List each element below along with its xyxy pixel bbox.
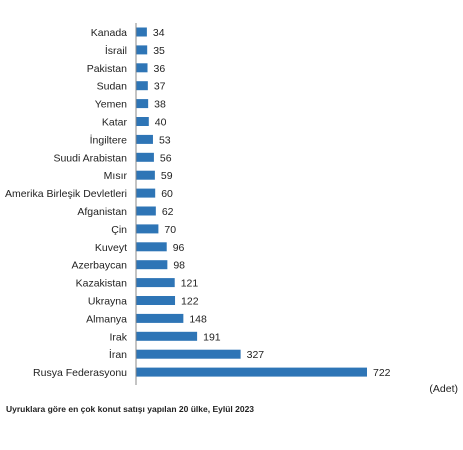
bar — [136, 45, 148, 55]
category-label: Afganistan — [77, 206, 127, 218]
chart-caption: Uyruklara göre en çok konut satışı yapıl… — [6, 404, 255, 414]
category-label: İran — [109, 348, 127, 361]
value-label: 37 — [154, 81, 166, 93]
bar — [136, 313, 184, 323]
value-label: 62 — [162, 206, 174, 218]
value-label: 148 — [189, 313, 207, 325]
bar — [136, 224, 159, 234]
category-label: Azerbaycan — [72, 260, 128, 272]
value-label: 59 — [161, 170, 173, 182]
bar — [136, 117, 149, 126]
value-label: 35 — [153, 45, 165, 57]
category-label: Kazakistan — [76, 278, 128, 290]
bar — [136, 152, 154, 162]
bar — [136, 99, 149, 109]
value-label: 34 — [153, 27, 165, 39]
bar — [136, 278, 175, 288]
bar — [136, 296, 176, 305]
category-label: Irak — [109, 331, 127, 343]
category-label: Çin — [111, 224, 127, 236]
bar — [136, 367, 367, 377]
bar — [136, 260, 168, 270]
value-label: 722 — [373, 367, 391, 379]
value-label: 121 — [181, 278, 199, 290]
value-label: 191 — [203, 331, 221, 343]
bar-chart: Kanada 34 İsrail 35 Pakistan 36 Sudan 37 Yemen 38… — [5, 23, 458, 395]
bars-group: Kanada 34 İsrail 35 Pakistan 36 Sudan 37 Yemen 38… — [5, 27, 391, 379]
category-label: Rusya Federasyonu — [33, 367, 127, 379]
category-label: İngiltere — [90, 133, 128, 146]
value-label: 70 — [164, 224, 176, 236]
value-label: 60 — [161, 188, 173, 200]
value-label: 53 — [159, 134, 171, 146]
category-label: İsrail — [105, 44, 127, 57]
category-label: Kanada — [91, 27, 127, 39]
bar — [136, 134, 153, 144]
bar — [136, 188, 156, 198]
category-label: Ukrayna — [88, 296, 127, 308]
bar — [136, 331, 198, 341]
bar — [136, 349, 241, 359]
bar — [136, 63, 148, 73]
value-label: 122 — [181, 296, 199, 308]
bar — [136, 27, 147, 37]
bar — [136, 206, 156, 216]
category-label: Sudan — [97, 81, 128, 93]
category-label: Mısır — [104, 170, 128, 182]
bar — [136, 81, 148, 91]
bar — [136, 242, 167, 252]
value-label: 40 — [155, 117, 167, 129]
category-label: Kuveyt — [95, 242, 127, 254]
category-label: Amerika Birleşik Devletleri — [5, 188, 127, 200]
bar — [136, 170, 155, 180]
value-label: 38 — [154, 99, 166, 111]
category-label: Katar — [102, 117, 128, 129]
category-label: Suudi Arabistan — [53, 152, 127, 164]
category-label: Yemen — [95, 99, 127, 111]
unit-label: (Adet) — [429, 383, 458, 395]
value-label: 36 — [154, 63, 166, 75]
value-label: 98 — [173, 260, 185, 272]
category-label: Pakistan — [87, 63, 127, 75]
value-label: 327 — [247, 349, 265, 361]
value-label: 96 — [173, 242, 185, 254]
value-label: 56 — [160, 152, 172, 164]
category-label: Almanya — [86, 313, 127, 325]
